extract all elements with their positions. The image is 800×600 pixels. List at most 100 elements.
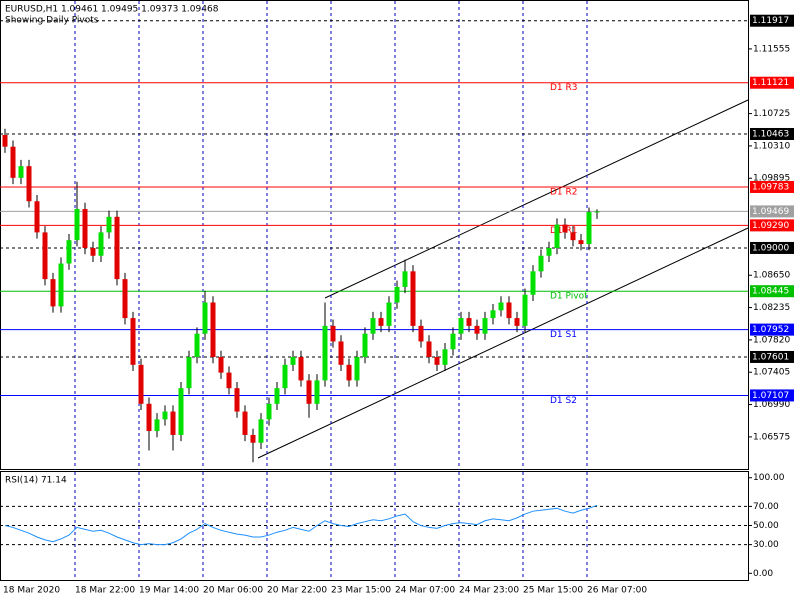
level-label-box <box>750 241 794 254</box>
candle-body <box>130 318 136 365</box>
y-tick-label: 1.07405 <box>753 368 790 378</box>
y-tick-label: 1.06990 <box>753 400 790 410</box>
candle-body <box>66 240 72 264</box>
level-label: 1.10463 <box>752 129 789 139</box>
level-label: 1.07952 <box>752 325 789 335</box>
candle-body <box>346 364 352 381</box>
x-tick-label: 20 Mar 22:00 <box>267 586 327 596</box>
candle-body <box>266 403 272 420</box>
level-label: 1.09469 <box>752 207 789 217</box>
level-label: 1.11917 <box>752 16 789 26</box>
candle-body <box>90 247 96 256</box>
candle-body <box>106 216 112 233</box>
level-label-box <box>750 350 794 363</box>
level-label-box <box>750 205 794 218</box>
candle-body <box>354 357 360 381</box>
y-tick-label: 1.09895 <box>753 174 790 184</box>
candle-body <box>186 357 192 389</box>
y-tick-label: 1.08650 <box>753 271 790 281</box>
channel-lower <box>257 227 749 459</box>
x-tick-label: 23 Mar 15:00 <box>331 586 391 596</box>
candle-body <box>554 224 560 248</box>
rsi-title: RSI(14) 71.14 <box>5 476 67 486</box>
candle-body <box>178 388 184 435</box>
rsi-line <box>4 504 598 546</box>
level-label: 1.07107 <box>752 391 789 401</box>
level-label: 1.08445 <box>752 287 789 297</box>
candle-body <box>226 372 232 389</box>
x-tick-label: 24 Mar 07:00 <box>395 586 455 596</box>
candle-body <box>562 224 568 233</box>
candle-body <box>242 411 248 435</box>
candle-body <box>402 271 408 287</box>
candle-body <box>370 318 376 334</box>
y-tick-label: 0.00 <box>753 569 773 579</box>
candle-body <box>530 271 536 295</box>
candle-body <box>122 279 128 319</box>
level-name: D1 R2 <box>550 187 578 197</box>
candle-body <box>378 318 384 326</box>
level-label: 1.11121 <box>752 78 789 88</box>
y-tick-label: 50.00 <box>753 521 779 531</box>
candle-body <box>426 341 432 358</box>
candle-body <box>514 318 520 326</box>
price-panel <box>0 0 749 470</box>
level-label-box <box>750 389 794 402</box>
candle-body <box>394 286 400 303</box>
candle-body <box>250 434 256 443</box>
candle-body <box>498 302 504 311</box>
level-label-box <box>750 14 794 27</box>
candle-body <box>258 419 264 443</box>
x-tick-label: 18 Mar 2020 <box>3 586 60 596</box>
x-tick-label: 20 Mar 06:00 <box>203 586 263 596</box>
level-label-box <box>750 127 794 140</box>
candle-body <box>42 232 48 280</box>
level-name: D1 R3 <box>550 83 578 93</box>
candle-body <box>594 211 600 213</box>
x-tick-label: 24 Mar 23:00 <box>459 586 519 596</box>
level-label-box <box>750 323 794 336</box>
candle-body <box>146 403 152 432</box>
candle-body <box>418 325 424 342</box>
candle-body <box>210 302 216 358</box>
candle-body <box>170 411 176 435</box>
candle-body <box>194 333 200 358</box>
chart-title: EURUSD,H1 1.09461 1.09495 1.09373 1.0946… <box>5 5 219 15</box>
candle-body <box>482 318 488 334</box>
candle-body <box>338 341 344 365</box>
candle-body <box>74 209 80 241</box>
x-tick-label: 19 Mar 14:00 <box>139 586 199 596</box>
candle-body <box>18 166 24 178</box>
candle-body <box>154 419 160 432</box>
y-tick-label: 1.10725 <box>753 109 790 119</box>
candle-body <box>82 209 88 248</box>
x-tick-label: 26 Mar 07:00 <box>587 586 647 596</box>
y-tick-label: 1.06575 <box>753 432 790 442</box>
candle-body <box>2 135 8 147</box>
candle-body <box>282 364 288 389</box>
candle-body <box>538 255 544 272</box>
candle-body <box>546 247 552 256</box>
candle-body <box>386 302 392 326</box>
y-tick-label: 1.10310 <box>753 141 790 151</box>
candle-body <box>10 146 16 178</box>
candle-body <box>578 240 584 245</box>
candle-body <box>522 294 528 326</box>
candle-body <box>570 232 576 241</box>
candle-body <box>26 166 32 202</box>
candle-body <box>290 357 296 365</box>
candle-body <box>410 271 416 326</box>
candle-body <box>274 388 280 404</box>
chart-subtitle: Showing Daily Pivots <box>5 16 99 26</box>
y-tick-label: 30.00 <box>753 540 779 550</box>
candle-body <box>450 333 456 350</box>
candle-body <box>458 318 464 334</box>
candle-body <box>474 325 480 334</box>
candle-body <box>506 302 512 319</box>
x-tick-label: 25 Mar 15:00 <box>523 586 583 596</box>
candle-body <box>98 232 104 256</box>
level-label-box <box>750 76 794 89</box>
y-tick-label: 1.07820 <box>753 335 790 345</box>
